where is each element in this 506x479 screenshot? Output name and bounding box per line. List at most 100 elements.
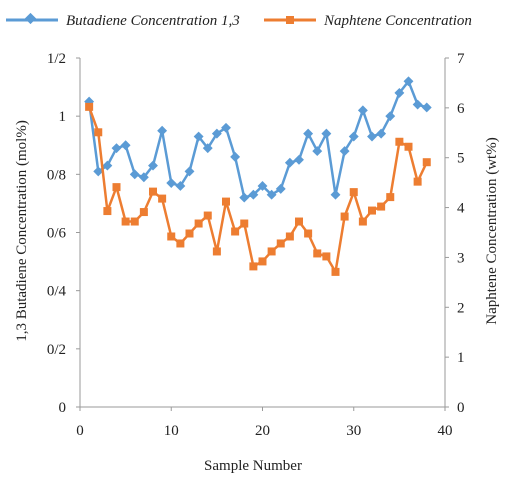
- butadiene-data-point: [239, 192, 250, 203]
- naphtene-data-point: [368, 206, 376, 215]
- naphtene-data-point: [267, 247, 276, 256]
- naphtene-data-point: [276, 239, 285, 248]
- butadiene-data-point: [367, 131, 377, 142]
- butadiene-data-point: [111, 143, 122, 154]
- butadiene-data-point: [221, 122, 231, 133]
- naphtene-data-point: [231, 227, 240, 236]
- naphtene-data-point: [395, 137, 404, 146]
- naphtene-data-point: [413, 177, 422, 186]
- butadiene-data-point: [421, 102, 432, 113]
- x-axis-title: Sample Number: [204, 458, 302, 474]
- naphtene-data-point: [130, 217, 139, 226]
- legend-marker-naphtene: [286, 16, 294, 24]
- butadiene-data-point: [211, 128, 222, 139]
- butadiene-data-point: [102, 160, 113, 171]
- right-axis-title: Naphtene Concentration (wt%): [484, 137, 500, 324]
- x-tick-label: 10: [164, 423, 179, 439]
- butadiene-data-point: [385, 111, 396, 122]
- left-tick-label: 0/8: [47, 167, 66, 183]
- butadiene-data-point: [202, 143, 213, 154]
- right-tick-label: 4: [457, 201, 465, 217]
- naphtene-data-point: [404, 142, 413, 151]
- right-tick-label: 7: [457, 51, 465, 67]
- series-layer: [84, 76, 432, 276]
- butadiene-data-point: [294, 154, 304, 165]
- naphtene-data-point: [176, 239, 185, 248]
- naphtene-data-point: [349, 188, 358, 197]
- legend-label-butadiene: Butadiene Concentration 1,3: [66, 13, 240, 29]
- naphtene-data-point: [422, 158, 431, 167]
- naphtene-data-point: [194, 219, 203, 228]
- right-tick-label: 0: [457, 400, 465, 416]
- butadiene-data-point: [266, 189, 277, 200]
- right-tick-label: 5: [457, 151, 465, 167]
- butadiene-data-point: [148, 160, 158, 171]
- naphtene-data-point: [94, 128, 103, 137]
- naphtene-data-point: [85, 102, 94, 111]
- right-tick-labels: 0 1 2 3 4 5 6 7: [445, 51, 465, 416]
- butadiene-data-point: [357, 105, 368, 116]
- naphtene-data-point: [222, 197, 230, 206]
- left-tick-labels: 0 0/2 0/4 0/6 0/8 1 1/2: [47, 51, 80, 416]
- left-tick-label: 0/6: [47, 226, 67, 242]
- butadiene-data-point: [330, 189, 341, 200]
- naphtene-data-point: [377, 202, 386, 211]
- butadiene-data-point: [230, 151, 241, 162]
- legend-marker-butadiene: [24, 12, 37, 25]
- naphtene-data-point: [285, 232, 294, 241]
- butadiene-data-point: [257, 181, 268, 191]
- butadiene-data-point: [193, 131, 204, 142]
- left-axis-title: 1,3 Butadiene Concentration (mol%): [14, 120, 30, 342]
- butadiene-data-point: [275, 183, 286, 194]
- naphtene-data-point: [212, 247, 221, 256]
- naphtene-data-point: [112, 183, 121, 192]
- butadiene-data-point: [248, 189, 259, 200]
- butadiene-data-point: [175, 181, 186, 191]
- naphtene-data-point: [295, 217, 303, 226]
- naphtene-data-point: [167, 232, 176, 241]
- right-tick-label: 3: [457, 250, 465, 266]
- x-tick-label: 40: [438, 423, 453, 439]
- right-tick-label: 2: [457, 300, 465, 316]
- naphtene-data-point: [139, 208, 148, 217]
- x-tick-label: 20: [255, 423, 270, 439]
- left-tick-label: 0: [59, 400, 67, 416]
- naphtene-data-point: [121, 217, 130, 226]
- naphtene-data-point: [149, 187, 157, 196]
- naphtene-data-point: [313, 249, 322, 258]
- butadiene-data-point: [312, 146, 323, 157]
- butadiene-data-point: [412, 99, 423, 110]
- right-tick-label: 1: [457, 350, 465, 366]
- naphtene-data-point: [203, 211, 212, 220]
- legend-label-naphtene: Naphtene Concentration: [323, 13, 472, 29]
- x-tick-labels: 0 10 20 30 40: [76, 407, 453, 439]
- butadiene-data-point: [321, 128, 332, 139]
- butadiene-data-point: [303, 128, 314, 139]
- naphtene-data-point: [240, 219, 249, 228]
- left-tick-label: 1/2: [47, 51, 66, 67]
- butadiene-data-point: [376, 128, 387, 139]
- left-tick-label: 1: [59, 109, 67, 125]
- naphtene-data-point: [358, 217, 367, 226]
- naphtene-data-point: [103, 207, 112, 216]
- naphtene-data-point: [340, 212, 349, 221]
- x-tick-label: 30: [346, 423, 361, 439]
- naphtene-data-point: [322, 252, 331, 261]
- butadiene-data-point: [129, 169, 140, 180]
- right-tick-label: 6: [457, 101, 465, 117]
- butadiene-data-point: [120, 140, 131, 151]
- butadiene-data-point: [157, 125, 168, 136]
- naphtene-data-point: [304, 229, 313, 238]
- naphtene-data-point: [249, 262, 258, 271]
- left-tick-label: 0/2: [47, 342, 66, 358]
- butadiene-data-point: [284, 157, 295, 168]
- naphtene-data-point: [386, 193, 395, 202]
- left-tick-label: 0/4: [47, 284, 67, 300]
- naphtene-data-point: [258, 257, 267, 266]
- butadiene-data-point: [348, 131, 359, 142]
- x-tick-label: 0: [76, 423, 84, 439]
- legend: Butadiene Concentration 1,3 Naphtene Con…: [6, 12, 472, 29]
- butadiene-data-point: [138, 172, 149, 183]
- butadiene-data-point: [166, 178, 177, 189]
